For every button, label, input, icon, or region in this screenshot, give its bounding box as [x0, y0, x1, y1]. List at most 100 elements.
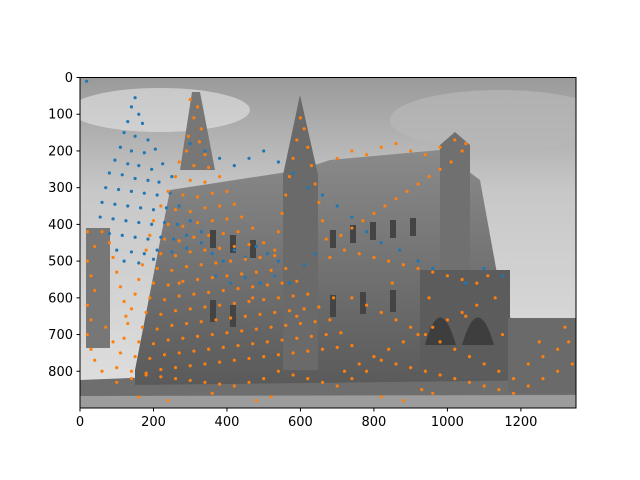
scatter-point-series-1 — [306, 186, 310, 190]
scatter-point-series-2 — [258, 255, 262, 260]
scatter-point-series-1 — [126, 204, 130, 208]
scatter-point-series-2 — [225, 331, 229, 335]
scatter-point-series-2 — [251, 342, 255, 346]
scatter-point-series-2 — [247, 356, 251, 361]
scatter-point-series-1 — [159, 235, 163, 239]
scatter-point-series-2 — [280, 281, 284, 285]
scatter-point-series-1 — [172, 237, 176, 241]
scatter-point-series-2 — [284, 193, 288, 197]
scatter-point-series-1 — [98, 215, 102, 219]
scatter-point-series-2 — [195, 334, 200, 338]
scatter-point-series-1 — [155, 193, 159, 197]
scatter-point-series-2 — [236, 230, 240, 234]
scatter-point-series-2 — [111, 255, 115, 260]
scatter-point-series-1 — [129, 250, 134, 254]
scatter-point-series-2 — [335, 345, 339, 350]
scatter-point-series-2 — [173, 377, 178, 381]
scatter-point-series-1 — [500, 274, 505, 278]
scatter-point-series-2 — [181, 336, 185, 340]
scatter-point-series-2 — [232, 358, 236, 362]
scatter-point-series-1 — [100, 200, 104, 204]
scatter-point-series-2 — [210, 332, 214, 337]
y-tick-label: 300 — [48, 181, 73, 196]
scatter-point-series-1 — [210, 252, 214, 256]
scatter-point-series-1 — [335, 204, 339, 208]
scatter-point-series-2 — [122, 336, 126, 340]
scatter-point-series-2 — [387, 347, 391, 351]
scatter-point-series-2 — [431, 325, 435, 329]
scatter-point-series-2 — [221, 288, 225, 293]
scatter-point-series-2 — [232, 301, 236, 305]
scatter-point-series-2 — [401, 399, 405, 403]
scatter-point-series-2 — [243, 257, 247, 261]
scatter-point-series-2 — [262, 241, 266, 245]
scatter-point-series-2 — [482, 362, 486, 366]
scatter-point-series-1 — [350, 215, 354, 219]
scatter-point-series-2 — [181, 193, 185, 197]
scatter-point-series-2 — [251, 285, 255, 289]
scatter-point-series-2 — [188, 209, 192, 214]
scatter-point-series-2 — [197, 140, 202, 144]
scatter-point-series-1 — [162, 220, 167, 225]
scatter-point-series-2 — [186, 134, 190, 138]
scatter-point-series-2 — [394, 362, 398, 366]
scatter-point-series-1 — [243, 276, 247, 280]
scatter-point-series-2 — [181, 279, 185, 283]
scatter-point-series-2 — [287, 309, 292, 313]
scatter-point-series-2 — [420, 388, 424, 392]
scatter-point-series-1 — [232, 164, 236, 168]
scatter-point-series-2 — [221, 231, 225, 236]
scatter-point-series-2 — [218, 204, 222, 208]
scatter-point-series-2 — [383, 204, 387, 208]
scatter-point-series-1 — [118, 145, 123, 149]
scatter-point-series-2 — [460, 310, 464, 315]
scatter-point-series-2 — [85, 259, 89, 263]
scatter-point-series-1 — [398, 248, 402, 252]
scatter-point-series-2 — [159, 252, 163, 256]
x-axis: 0 200 400 600 800 1000 1200 — [76, 408, 537, 430]
scatter-point-series-2 — [416, 266, 420, 271]
scatter-point-series-2 — [556, 369, 560, 373]
scatter-point-series-1 — [170, 250, 174, 254]
scatter-point-series-2 — [331, 296, 336, 300]
scatter-point-series-1 — [291, 171, 295, 175]
scatter-point-series-2 — [100, 369, 104, 373]
scatter-point-series-2 — [218, 303, 222, 307]
scatter-point-series-1 — [142, 191, 146, 195]
scatter-point-series-2 — [475, 303, 479, 307]
x-tick-label: 0 — [76, 415, 84, 430]
scatter-point-series-2 — [350, 149, 354, 153]
scatter-point-series-2 — [85, 230, 89, 234]
scatter-point-series-2 — [339, 233, 343, 238]
scatter-point-series-2 — [240, 329, 244, 333]
scatter-point-series-2 — [115, 270, 119, 274]
scatter-point-series-2 — [100, 230, 104, 234]
scatter-point-series-2 — [390, 281, 394, 285]
scatter-point-series-2 — [184, 265, 189, 269]
scatter-point-series-1 — [157, 180, 161, 184]
scatter-point-series-2 — [166, 222, 170, 226]
scatter-points — [85, 79, 574, 403]
scatter-point-series-1 — [320, 193, 325, 197]
scatter-point-series-2 — [291, 373, 295, 377]
scatter-point-series-2 — [273, 254, 277, 258]
scatter-point-series-1 — [199, 241, 203, 245]
scatter-point-series-2 — [324, 332, 328, 337]
x-tick-label: 1000 — [431, 415, 464, 430]
y-tick-label: 600 — [48, 291, 73, 306]
scatter-point-series-2 — [295, 138, 299, 142]
scatter-point-series-2 — [115, 380, 119, 384]
scatter-point-series-2 — [317, 305, 321, 309]
scatter-point-series-2 — [320, 347, 325, 351]
scatter-point-series-2 — [225, 189, 229, 193]
scatter-point-series-2 — [203, 305, 207, 309]
scatter-point-series-2 — [350, 343, 354, 348]
scatter-point-series-2 — [122, 299, 126, 304]
scatter-point-series-2 — [464, 142, 468, 146]
scatter-point-series-2 — [570, 362, 574, 366]
scatter-point-series-2 — [364, 153, 369, 157]
scatter-point-series-2 — [284, 323, 288, 327]
scatter-point-series-2 — [291, 294, 295, 298]
scatter-point-series-1 — [153, 147, 157, 151]
scatter-point-series-2 — [240, 272, 244, 276]
